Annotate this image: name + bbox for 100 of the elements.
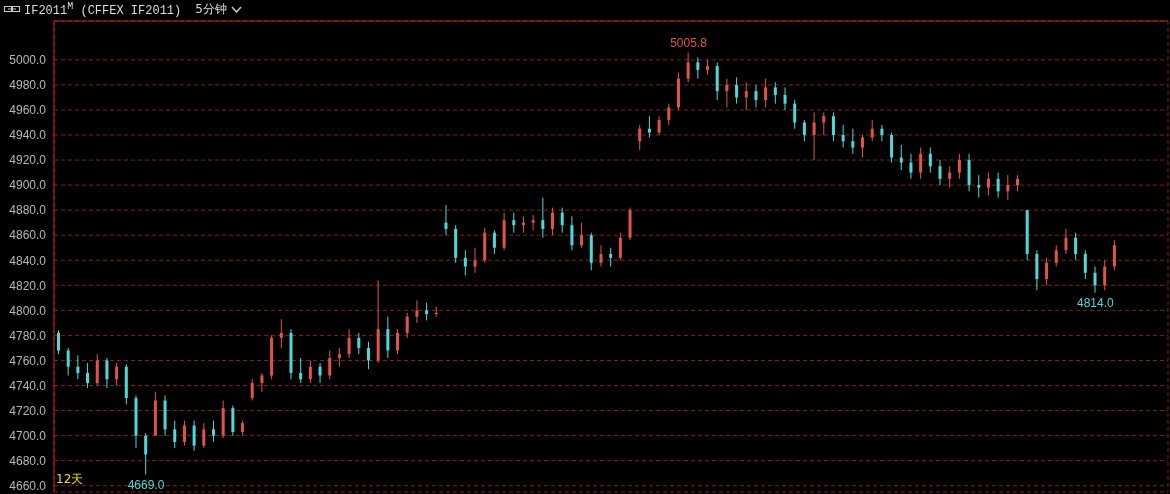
y-tick-label: 4920.0 [9,153,47,168]
candlestick [308,359,312,384]
candlestick [337,347,341,368]
candlestick [851,128,855,155]
y-tick-label: 4740.0 [9,378,47,393]
candlestick [580,222,584,249]
candlestick [202,422,206,449]
candlestick [1112,239,1116,271]
candlestick [492,229,496,255]
candlestick [618,232,622,261]
candlestick [182,420,186,447]
candlestick [831,111,835,142]
candlestick [444,204,448,236]
y-tick-label: 4720.0 [9,403,47,418]
y-tick-label: 4980.0 [9,78,47,93]
candlestick [793,99,797,130]
candlestick [560,207,564,234]
candlestick [76,354,80,380]
candlestick [357,332,361,355]
candlestick [735,76,739,105]
candlestick [570,215,574,251]
candlestick [173,420,177,449]
candlestick [386,316,390,359]
candlestick [977,174,981,199]
y-tick-label: 4960.0 [9,103,47,118]
candlestick [512,212,516,234]
candlestick [919,147,923,180]
candlestick [802,119,806,142]
candlestick [415,299,419,324]
candlestick [328,349,332,380]
candlestick [95,353,99,387]
candlestick [405,312,409,339]
candlestick [609,247,613,268]
candlestick [86,362,90,389]
y-tick-label: 4700.0 [9,428,47,443]
candlestick [948,165,952,189]
candlestick [250,378,254,402]
candlestick [938,159,942,186]
candlestick [1006,174,1010,201]
candlestick [318,362,322,384]
candlestick [957,153,961,180]
candlestick [105,357,109,389]
candlestick [773,81,777,105]
y-tick-label: 4680.0 [9,453,47,468]
candlestick [396,328,400,355]
candlestick [211,420,215,443]
candlestick [1083,249,1087,280]
candlestick [861,134,865,159]
candlestick [347,328,351,359]
y-tick-label: 4760.0 [9,353,47,368]
chart-title: IF2011$^{M}$ (CFFEX IF2011) [24,0,182,18]
candlestick [822,111,826,136]
candlestick [657,115,661,136]
candlestick [986,172,990,196]
y-tick-label: 4780.0 [9,328,47,343]
candlestick [463,249,467,276]
candlestick [696,56,700,80]
candlestick [1074,232,1078,261]
candlestick [1064,228,1068,255]
y-tick-label: 4900.0 [9,178,47,193]
candlestick [870,119,874,142]
candlestick [812,111,816,161]
y-tick-label: 5000.0 [9,53,47,68]
candlestick [366,341,370,370]
candlestick [638,124,642,151]
chart-subtitle: 5分钟 [195,0,227,18]
candlestick [899,144,903,171]
candlestick [1045,257,1049,286]
candlestick [231,405,235,437]
candlestick [841,124,845,149]
candlestick [66,347,70,376]
annotation: 12天 [56,471,84,488]
candlestick [667,103,671,126]
y-tick-label: 4860.0 [9,228,47,243]
y-tick-label: 4660.0 [9,479,47,493]
candlestick [144,432,148,475]
candlestick [754,84,758,108]
candlestick [551,207,555,236]
candlestick [764,78,768,108]
candlestick [686,52,690,83]
candlestick [279,318,283,349]
candlestick [192,420,196,452]
y-tick-label: 4820.0 [9,278,47,293]
candlestick [541,197,545,239]
candlestick [473,247,477,274]
candlestick [928,147,932,174]
candlestick [909,153,913,180]
candlestick [744,81,748,111]
annotation: 5005.8 [670,35,708,50]
candlestick [890,131,894,164]
candlestick [57,329,60,355]
candlestick [260,372,264,393]
candlestick [115,362,119,387]
y-tick-label: 4840.0 [9,253,47,268]
candlestick [599,244,603,268]
candlestick [996,172,1000,199]
candlestick [1054,244,1058,268]
y-tick-label: 4940.0 [9,128,47,143]
candlestick [1103,259,1107,291]
y-tick-label: 4880.0 [9,203,47,218]
